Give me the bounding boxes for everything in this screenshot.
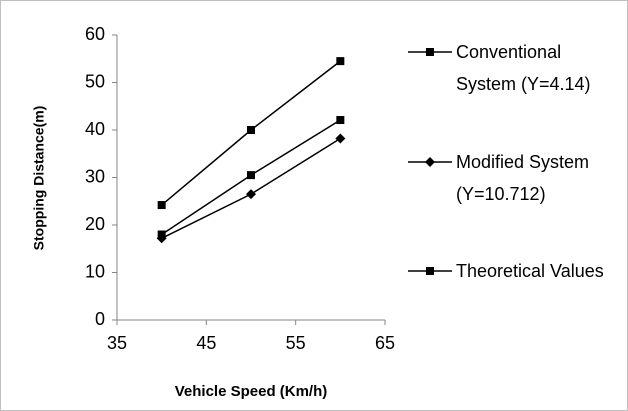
marker: [246, 189, 256, 200]
y-tick-label: 20: [85, 214, 105, 234]
y-tick-label: 30: [85, 166, 105, 186]
y-tick-label: 0: [95, 309, 105, 329]
x-axis-label: Vehicle Speed (Km/h): [175, 383, 328, 400]
y-tick-label: 10: [85, 261, 105, 281]
x-tick-label: 35: [107, 333, 127, 353]
y-tick-label: 60: [85, 24, 105, 44]
marker: [336, 57, 345, 66]
series-line: [161, 137, 341, 239]
marker: [157, 201, 166, 210]
y-axis-label: Stopping Distance(m): [31, 106, 47, 251]
marker: [247, 171, 255, 180]
marker: [157, 230, 166, 239]
y-tick-label: 50: [85, 71, 105, 91]
marker: [426, 48, 434, 56]
legend-label: Modified System (Y=10.712): [456, 152, 590, 204]
marker: [426, 267, 434, 275]
x-tick-label: 65: [375, 333, 395, 353]
marker: [336, 116, 345, 125]
x-tick-label: 45: [196, 333, 216, 353]
legend-label: Conventional System (Y=4.14): [456, 42, 591, 94]
marker: [247, 126, 255, 134]
marker: [425, 157, 435, 167]
x-tick-label: 55: [286, 333, 306, 353]
legend-label: Theoretical Values: [456, 261, 604, 281]
y-tick-label: 40: [85, 119, 105, 139]
marker: [335, 133, 346, 144]
